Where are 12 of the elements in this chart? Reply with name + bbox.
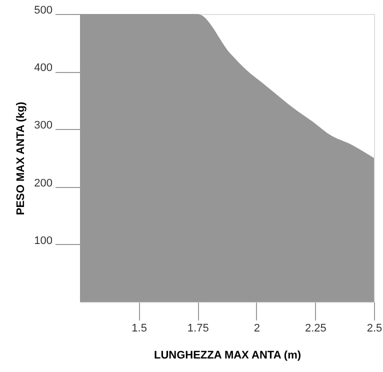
x-axis-title: LUNGHEZZA MAX ANTA (m) [154,350,302,362]
y-tick-label: 500 [34,4,52,16]
x-tick-label: 2.5 [366,322,382,334]
x-tick-label: 2.25 [304,322,326,334]
y-tick-label: 100 [34,234,52,247]
x-tick-label: 1.75 [187,322,209,334]
x-tick-label: 1.5 [132,322,147,334]
y-axis-title: PESO MAX ANTA (kg) [15,102,28,216]
y-tick-label: 300 [34,120,52,132]
x-tick-label: 2 [254,322,260,334]
y-tick-label: 400 [34,62,52,74]
y-tick-label: 200 [34,177,52,190]
